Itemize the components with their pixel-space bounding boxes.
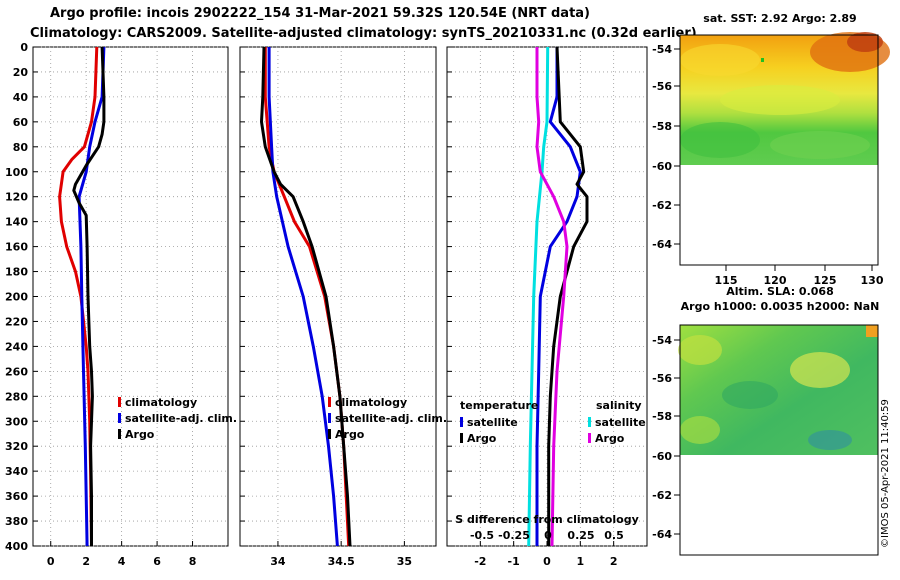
y-tick-label: 120 xyxy=(5,191,28,204)
map-y-tick-label: -64 xyxy=(652,528,672,541)
y-tick-label: 200 xyxy=(5,291,28,304)
secondary-tick-label: 0 xyxy=(544,529,552,542)
y-tick-label: 40 xyxy=(13,91,29,104)
y-tick-label: 20 xyxy=(13,66,29,79)
y-tick-label: 280 xyxy=(5,390,28,403)
legend-label: Argo xyxy=(467,432,497,445)
legend-swatch xyxy=(460,433,463,443)
y-tick-label: 340 xyxy=(5,465,28,478)
y-tick-label: 160 xyxy=(5,241,28,254)
chart-panel-3 xyxy=(446,46,648,547)
series-line-salinity-satellite xyxy=(527,46,550,547)
map-x-tick-label: 115 xyxy=(715,274,738,287)
y-tick-label: 0 xyxy=(20,41,28,54)
y-tick-label: 100 xyxy=(5,166,28,179)
legend-label: Argo xyxy=(595,432,625,445)
sla-map-title-line1: Altim. SLA: 0.068 xyxy=(726,285,834,298)
y-tick-label: 320 xyxy=(5,440,28,453)
legend-swatch xyxy=(460,417,463,427)
legend-swatch xyxy=(118,413,121,423)
chart-panel-2 xyxy=(239,46,437,547)
legend-label: Argo xyxy=(335,428,365,441)
x-tick-label: 34.5 xyxy=(328,555,355,568)
legend-swatch xyxy=(588,433,591,443)
series-line-satellite-adj-clim- xyxy=(267,47,339,547)
secondary-tick-label: -0.25 xyxy=(498,529,530,542)
legend-title-temperature: temperature xyxy=(460,399,538,412)
legend-title-salinity: salinity xyxy=(596,399,642,412)
legend-label: satellite-adj. clim. xyxy=(335,412,447,425)
x-tick-label: 0 xyxy=(543,555,551,568)
legend-label: satellite xyxy=(595,416,646,429)
sla-map-title-line2: Argo h1000: 0.0035 h2000: NaN xyxy=(680,300,880,313)
x-tick-label: -1 xyxy=(508,555,520,568)
secondary-axis-label: S difference from climatology xyxy=(455,513,639,526)
legend-swatch xyxy=(118,397,121,407)
y-tick-label: 400 xyxy=(5,540,28,553)
x-tick-label: 0 xyxy=(47,555,55,568)
map-y-tick-label: -60 xyxy=(652,160,672,173)
x-tick-label: 34 xyxy=(270,555,286,568)
chart-panel-1 xyxy=(32,46,229,547)
y-tick-label: 360 xyxy=(5,490,28,503)
series-line-salinity-argo xyxy=(535,47,569,547)
x-tick-label: 2 xyxy=(82,555,90,568)
x-tick-label: 8 xyxy=(189,555,197,568)
legend-swatch xyxy=(328,397,331,407)
sst-map-title: sat. SST: 2.92 Argo: 2.89 xyxy=(703,12,857,25)
secondary-tick-label: -0.5 xyxy=(470,529,494,542)
y-tick-label: 80 xyxy=(13,141,29,154)
map-y-tick-label: -58 xyxy=(652,410,672,423)
secondary-tick-label: 0.25 xyxy=(567,529,594,542)
legend-swatch xyxy=(118,429,121,439)
y-tick-label: 60 xyxy=(13,116,29,129)
x-tick-label: 4 xyxy=(118,555,126,568)
legend-label: satellite xyxy=(467,416,518,429)
legend-swatch xyxy=(588,417,591,427)
x-tick-label: 35 xyxy=(397,555,412,568)
x-tick-label: 6 xyxy=(153,555,161,568)
y-tick-label: 140 xyxy=(5,216,28,229)
imos-credit: ©IMOS 05-Apr-2021 11:40:59 xyxy=(880,399,891,548)
series-line-argo xyxy=(260,46,352,547)
map-y-tick-label: -54 xyxy=(652,43,672,56)
map-x-tick-label: 125 xyxy=(814,274,837,287)
series-line-climatology xyxy=(58,46,99,547)
legend-swatch xyxy=(328,429,331,439)
map-x-tick-label: 120 xyxy=(764,274,787,287)
map-y-tick-label: -58 xyxy=(652,120,672,133)
y-tick-label: 180 xyxy=(5,266,28,279)
x-tick-label: -2 xyxy=(474,555,486,568)
y-tick-label: 260 xyxy=(5,365,28,378)
secondary-tick-label: 0.5 xyxy=(604,529,624,542)
y-tick-label: 240 xyxy=(5,340,28,353)
figure-title-line2: Climatology: CARS2009. Satellite-adjuste… xyxy=(30,26,697,41)
figure-title-line1: Argo profile: incois 2902222_154 31-Mar-… xyxy=(50,6,591,21)
map-y-tick-label: -54 xyxy=(652,334,672,347)
y-tick-label: 380 xyxy=(5,515,28,528)
y-tick-label: 220 xyxy=(5,315,28,328)
legend-label: climatology xyxy=(125,396,197,409)
chart-frame xyxy=(32,46,229,547)
y-tick-label: 300 xyxy=(5,415,28,428)
map-y-tick-label: -62 xyxy=(652,199,672,212)
legend-label: satellite-adj. clim. xyxy=(125,412,237,425)
map-y-tick-label: -64 xyxy=(652,238,672,251)
map-y-tick-label: -60 xyxy=(652,450,672,463)
series-line-argo xyxy=(72,46,106,546)
x-tick-label: 1 xyxy=(577,555,585,568)
x-tick-label: 2 xyxy=(610,555,618,568)
legend-label: Argo xyxy=(125,428,155,441)
series-line-temperature-satellite xyxy=(535,47,582,546)
series-line-temperature-argo xyxy=(547,46,589,546)
series-line-satellite-adj-clim- xyxy=(77,46,106,547)
legend-swatch xyxy=(328,413,331,423)
map-y-tick-label: -56 xyxy=(652,80,672,93)
legend-label: climatology xyxy=(335,396,407,409)
map-y-tick-label: -56 xyxy=(652,372,672,385)
map-x-tick-label: 130 xyxy=(861,274,884,287)
map-y-tick-label: -62 xyxy=(652,489,672,502)
